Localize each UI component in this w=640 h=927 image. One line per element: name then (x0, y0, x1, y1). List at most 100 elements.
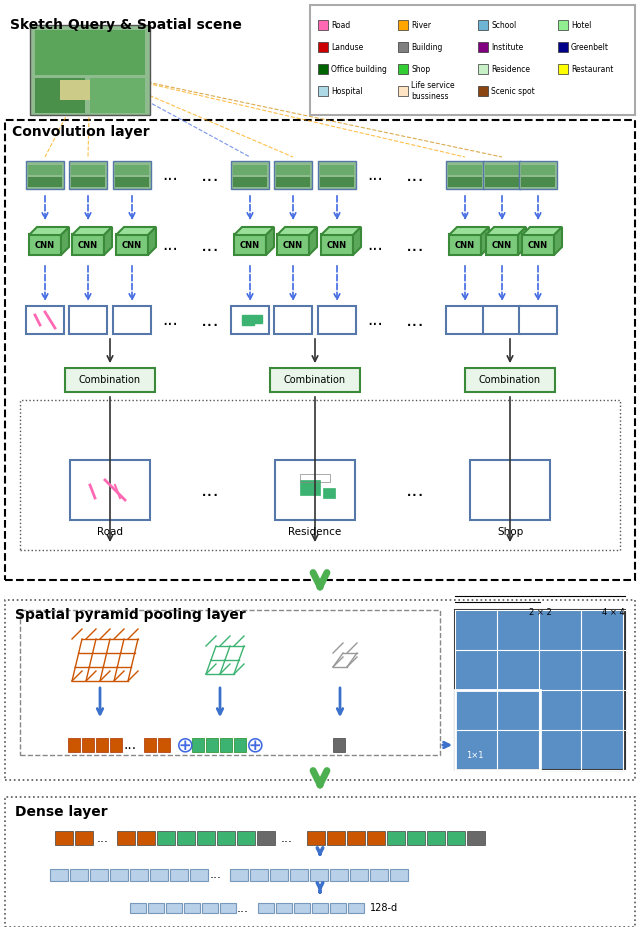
Text: Road: Road (331, 20, 350, 30)
Bar (478, 64, 488, 74)
Bar (233, 177, 267, 187)
Bar (258, 903, 274, 913)
Text: Sketch Query & Spatial scene: Sketch Query & Spatial scene (10, 18, 242, 32)
Text: Residence: Residence (289, 527, 342, 537)
Bar (20, 400, 620, 550)
Bar (190, 869, 208, 881)
Text: Hotel: Hotel (571, 20, 591, 30)
Bar (320, 165, 354, 175)
Bar (427, 831, 445, 845)
Text: Convolution layer: Convolution layer (12, 125, 150, 139)
Text: ...: ... (281, 832, 293, 844)
Bar (5, 120, 635, 580)
Text: Combination: Combination (79, 375, 141, 385)
Polygon shape (321, 227, 361, 235)
Text: ...: ... (124, 738, 136, 752)
Bar (82, 738, 94, 752)
Bar (348, 903, 364, 913)
Bar (35, 78, 85, 113)
Bar (220, 903, 236, 913)
Bar (28, 177, 62, 187)
Bar (254, 315, 262, 323)
Bar (483, 306, 521, 334)
Bar (231, 161, 269, 189)
Text: ...: ... (200, 166, 220, 184)
Bar (470, 460, 550, 520)
Bar (113, 161, 151, 189)
Bar (398, 20, 408, 30)
Text: CNN: CNN (283, 240, 303, 249)
Bar (318, 20, 328, 30)
Bar (519, 306, 557, 334)
Text: Life service
bussiness: Life service bussiness (411, 82, 454, 101)
Polygon shape (481, 227, 489, 255)
Bar (300, 474, 330, 482)
Text: ...: ... (367, 166, 383, 184)
Bar (71, 165, 105, 175)
Bar (275, 460, 355, 520)
Bar (60, 80, 90, 100)
Bar (387, 831, 405, 845)
Text: Office building: Office building (331, 65, 387, 73)
Bar (398, 86, 408, 96)
Bar (115, 165, 149, 175)
Bar (65, 368, 155, 392)
Bar (449, 234, 481, 255)
Bar (197, 831, 215, 845)
Bar (276, 903, 292, 913)
Bar (330, 869, 348, 881)
Polygon shape (61, 227, 69, 255)
Bar (206, 738, 218, 752)
Bar (117, 831, 135, 845)
Bar (231, 306, 269, 334)
Polygon shape (522, 227, 562, 235)
Bar (367, 831, 385, 845)
Bar (350, 869, 368, 881)
Bar (277, 234, 309, 255)
Polygon shape (353, 227, 361, 255)
Bar (177, 831, 195, 845)
Polygon shape (116, 227, 156, 235)
Text: Greenbelt: Greenbelt (571, 43, 609, 52)
Text: Dense layer: Dense layer (15, 805, 108, 819)
Bar (250, 869, 268, 881)
Bar (35, 30, 145, 75)
Text: Combination: Combination (479, 375, 541, 385)
Bar (407, 831, 425, 845)
Bar (26, 161, 64, 189)
Bar (50, 869, 68, 881)
Bar (130, 903, 146, 913)
Bar (5, 600, 635, 780)
Bar (558, 42, 568, 52)
Polygon shape (486, 227, 526, 235)
Text: CNN: CNN (327, 240, 347, 249)
Text: 128-d: 128-d (370, 903, 398, 913)
Bar (170, 869, 188, 881)
Text: ...: ... (162, 311, 178, 329)
Text: ⊕: ⊕ (176, 735, 195, 755)
Bar (455, 610, 625, 770)
Bar (478, 86, 488, 96)
Bar (448, 165, 482, 175)
Text: ...: ... (406, 480, 424, 500)
Bar (321, 234, 353, 255)
Text: Shop: Shop (497, 527, 523, 537)
Bar (166, 903, 182, 913)
Text: Scenic spot: Scenic spot (491, 86, 535, 95)
Bar (148, 903, 164, 913)
Bar (202, 903, 218, 913)
Bar (274, 306, 312, 334)
Bar (310, 5, 635, 115)
Bar (521, 177, 555, 187)
Bar (192, 738, 204, 752)
Text: CNN: CNN (35, 240, 55, 249)
Text: ...: ... (210, 869, 222, 882)
Bar (294, 903, 310, 913)
Bar (290, 869, 308, 881)
Bar (318, 64, 328, 74)
Text: Restaurant: Restaurant (571, 65, 613, 73)
Bar (5, 797, 635, 927)
Bar (448, 177, 482, 187)
Text: CNN: CNN (528, 240, 548, 249)
Bar (242, 315, 254, 325)
